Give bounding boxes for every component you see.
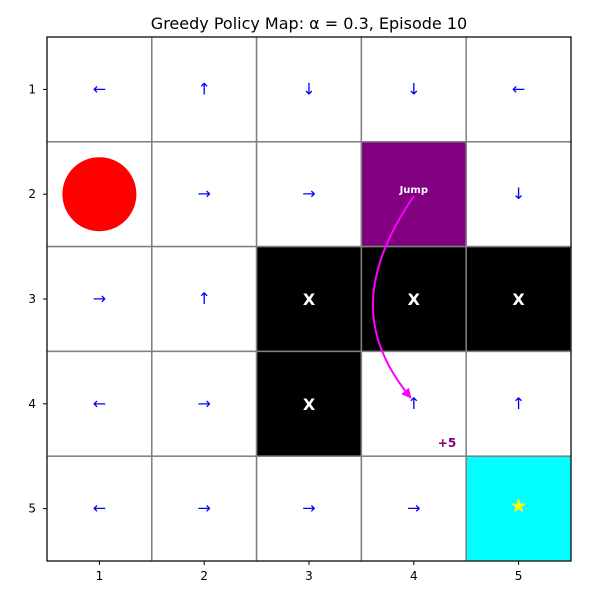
- goal-star-icon: ★: [510, 494, 528, 518]
- x-tick-label: 4: [410, 569, 418, 583]
- agent-marker: [62, 157, 137, 232]
- x-tick-label: 2: [200, 569, 208, 583]
- grid-cell-r5-c4: [360, 455, 467, 562]
- jump-label: Jump: [399, 185, 428, 196]
- arrow-right-icon: →: [407, 499, 420, 518]
- arrow-right-icon: →: [93, 289, 106, 308]
- grid-cell-r4-c2: [151, 350, 258, 457]
- grid-cell-r2-c3: [255, 141, 363, 248]
- arrow-up-icon: ↑: [197, 79, 210, 98]
- x-tick-label: 1: [96, 569, 104, 583]
- arrow-up-icon: ↑: [512, 394, 525, 413]
- arrow-left-icon: ←: [93, 394, 106, 413]
- y-tick-label: 3: [28, 292, 36, 306]
- jump-arrow: [371, 195, 415, 399]
- arrow-right-icon: →: [197, 499, 210, 518]
- y-tick-label: 1: [28, 82, 36, 96]
- y-tick-label: 4: [28, 397, 36, 411]
- grid-cells: ← ↑ ↓ ↓ ←→ → Jump ↓→ ↑ X X X← → X ↑ ↑← → → → ★: [46, 36, 572, 562]
- arrow-right-icon: →: [197, 394, 210, 413]
- grid-cell-r2-c5: [465, 141, 572, 248]
- arrow-down-icon: ↓: [407, 79, 420, 98]
- grid-cell-r5-c5: [465, 455, 572, 562]
- jump-overlay: +5: [371, 195, 456, 450]
- arrow-down-icon: ↓: [302, 79, 315, 98]
- arrow-left-icon: ←: [512, 79, 525, 98]
- wall-label: X: [303, 395, 316, 414]
- arrow-left-icon: ←: [93, 79, 106, 98]
- y-tick-label: 2: [28, 187, 36, 201]
- wall-label: X: [408, 290, 421, 309]
- chart-title: Greedy Policy Map: α = 0.3, Episode 10: [151, 14, 467, 33]
- x-tick-label: 3: [305, 569, 313, 583]
- grid-cell-r4-c3: [255, 350, 363, 457]
- jump-reward-label: +5: [438, 436, 456, 450]
- y-tick-label: 5: [28, 502, 36, 516]
- arrow-right-icon: →: [302, 499, 315, 518]
- arrow-left-icon: ←: [93, 499, 106, 518]
- wall-label: X: [512, 290, 525, 309]
- arrow-up-icon: ↑: [197, 289, 210, 308]
- axes: 1 2 3 4 5 1 2 3 4 5: [28, 82, 522, 583]
- arrow-right-icon: →: [197, 184, 210, 203]
- grid-cell-r3-c2: [151, 245, 258, 353]
- grid-cell-r1-c4: [360, 36, 467, 143]
- grid-cell-r1-c2: [151, 36, 258, 143]
- grid-cell-r4-c4: [360, 350, 467, 457]
- wall-label: X: [303, 290, 316, 309]
- x-tick-label: 5: [515, 569, 523, 583]
- grid-cell-r5-c2: [151, 455, 258, 562]
- arrow-right-icon: →: [302, 184, 315, 203]
- arrow-down-icon: ↓: [512, 184, 525, 203]
- grid-cell-r1-c1: [46, 36, 153, 143]
